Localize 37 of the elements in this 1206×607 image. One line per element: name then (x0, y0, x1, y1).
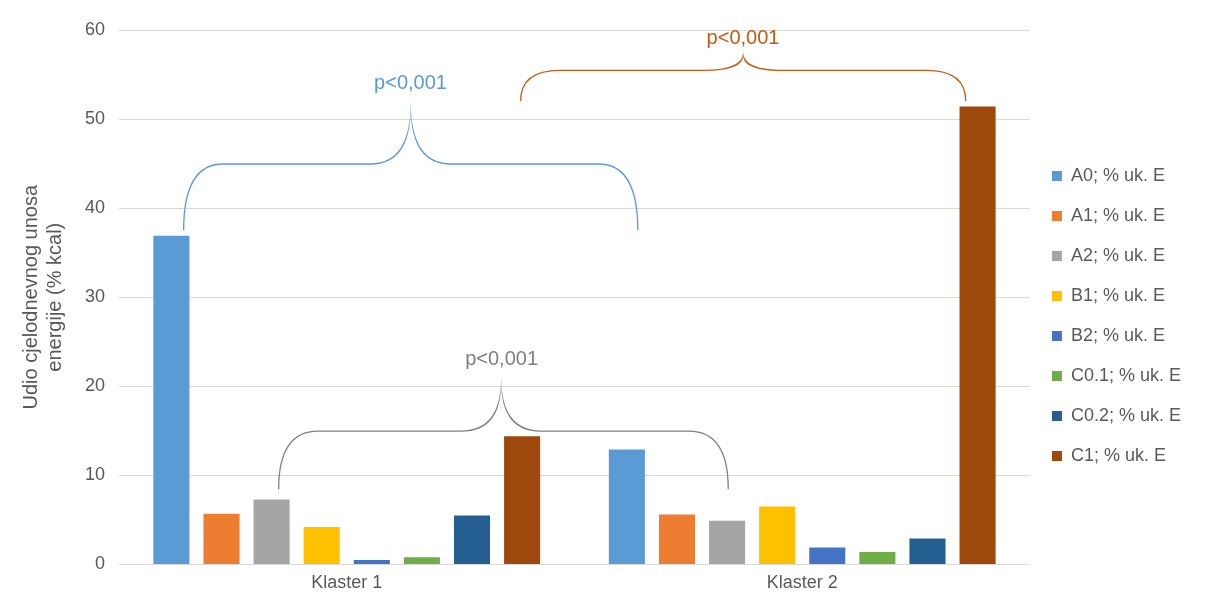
legend-label: A1; % uk. E (1070, 204, 1165, 225)
legend-label: C1; % uk. E (1070, 444, 1166, 465)
y-tick-label: 60 (84, 18, 106, 39)
bar (303, 526, 340, 564)
bar (353, 559, 390, 564)
bar (909, 538, 946, 564)
y-tick-label: 50 (84, 108, 106, 129)
x-tick-label: Klaster 2 (766, 572, 838, 593)
x-tick-label: Klaster 1 (311, 572, 383, 593)
y-tick-label: 10 (84, 464, 106, 485)
y-tick-label: 0 (95, 553, 106, 574)
legend-label: B2; % uk. E (1070, 324, 1165, 345)
bar (959, 106, 996, 564)
bar (859, 551, 896, 564)
legend-label: A0; % uk. E (1070, 164, 1165, 185)
annotation: p<0,001 (374, 70, 447, 93)
y-tick-label: 20 (84, 375, 106, 396)
bar (453, 515, 491, 564)
bar (658, 514, 695, 564)
annotation: p<0,001 (465, 347, 539, 370)
bar (759, 506, 796, 564)
legend-label: A2; % uk. E (1070, 244, 1165, 265)
bar (253, 499, 290, 564)
legend-label: C0.1; % uk. E (1070, 364, 1182, 385)
y-axis-title: Udio cjelodnevnog unosa energije (% kcal) (18, 184, 65, 410)
bar (809, 547, 846, 564)
bar (709, 520, 746, 564)
y-tick-label: 40 (84, 197, 106, 218)
bar (608, 449, 645, 564)
bar (153, 235, 190, 564)
legend-label: C0.2; % uk. E (1070, 404, 1182, 425)
bar (504, 436, 541, 564)
y-tick-label: 30 (84, 286, 106, 307)
annotation: p<0,001 (706, 26, 780, 49)
bar (203, 513, 240, 564)
legend-label: B1; % uk. E (1070, 284, 1165, 305)
bar (403, 557, 440, 564)
